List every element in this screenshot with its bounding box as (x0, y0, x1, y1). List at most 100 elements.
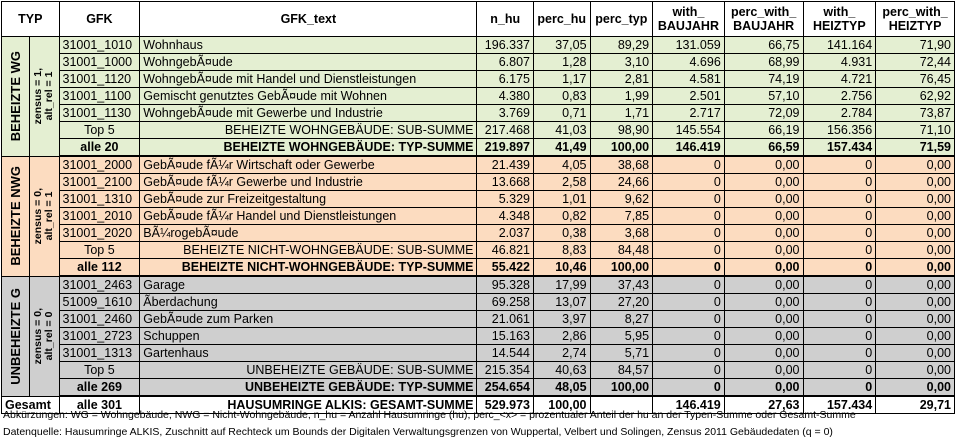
cell-perc-typ (589, 395, 654, 414)
cell-perc-hu: 0,83 (532, 87, 591, 105)
cell-perc-hu: 0,38 (532, 224, 591, 242)
cell-n-hu: 69.258 (476, 293, 534, 311)
cell-with-ht: 2.784 (802, 104, 877, 122)
cell-perc-ht: 29,71 (875, 395, 955, 414)
gfk-text: GebÃ¤ude fÃ¼r Gewerbe und Industrie (139, 173, 478, 191)
table-row: 31001_1100 Gemischt genutztes GebÃ¤ude mi… (2, 87, 955, 105)
cell-perc-typ: 7,85 (589, 207, 654, 225)
cell-perc-ht: 0,00 (875, 327, 955, 345)
cell-perc-hu: 41,03 (532, 121, 591, 139)
cell-n-hu: 4.348 (476, 207, 534, 225)
cell-perc-bj: 0,00 (723, 173, 804, 191)
cell-perc-hu: 2,86 (532, 327, 591, 345)
cell-with-ht: 0 (802, 344, 877, 362)
gfk-text: WohngebÃ¤ude mit Handel und Dienstleistu… (139, 70, 478, 88)
gfk-code: 31001_2460 (58, 310, 141, 328)
total-text: HAUSUMRINGE ALKIS: GESAMT-SUMME (139, 395, 478, 414)
cell-perc-ht: 0,00 (875, 310, 955, 328)
cell-with-ht: 157.434 (802, 395, 877, 414)
cell-perc-bj: 68,99 (723, 53, 804, 71)
cell-perc-ht: 0,00 (875, 241, 955, 259)
cell-perc-ht: 71,90 (875, 36, 955, 54)
table-row: 31001_1313 Gartenhaus 14.544 2,74 5,71 0 0,00 0… (2, 344, 955, 362)
cell-perc-hu: 2,58 (532, 173, 591, 191)
cell-with-bj: 4.696 (652, 53, 725, 71)
cell-with-bj: 0 (652, 344, 725, 362)
subtotal-row: Top 5 UNBEHEIZTE GEBÄUDE: SUB-SUMME 215.35… (2, 361, 955, 379)
cell-perc-bj: 0,00 (723, 310, 804, 328)
cell-with-bj: 4.581 (652, 70, 725, 88)
gfk-code: 31001_2010 (58, 207, 141, 225)
table-row: 31001_2460 GebÃ¤ude zum Parken 21.061 3,97 8… (2, 310, 955, 328)
table-row: 31001_2020 BÃ¼rogebÃ¤ude 2.037 0,38 3,68 0 0,0… (2, 224, 955, 242)
cell-with-bj: 0 (652, 275, 725, 294)
cell-perc-bj: 66,19 (723, 121, 804, 139)
cell-with-bj: 0 (652, 173, 725, 191)
cell-n-hu: 217.468 (476, 121, 534, 139)
cell-n-hu: 6.175 (476, 70, 534, 88)
summary-label: alle 112 (58, 258, 141, 277)
cell-with-bj: 146.419 (652, 138, 725, 157)
cell-perc-typ: 100,00 (589, 258, 654, 277)
cell-perc-hu: 10,46 (532, 258, 591, 277)
cell-perc-typ: 1,99 (589, 87, 654, 105)
gfk-code: 31001_1100 (58, 87, 141, 105)
header-perc-with-baujahr: perc_with_ BAUJAHR (723, 1, 804, 37)
cell-n-hu: 196.337 (476, 36, 534, 54)
cell-perc-typ: 3,68 (589, 224, 654, 242)
cell-perc-typ: 84,48 (589, 241, 654, 259)
grand-total-row: Gesamt alle 301 HAUSUMRINGE ALKIS: GESAMT-… (1, 395, 955, 414)
gfk-text: GebÃ¤ude fÃ¼r Handel und Dienstleistunge… (139, 207, 478, 225)
cell-with-bj: 0 (652, 241, 725, 259)
gfk-code: 31001_2723 (58, 327, 141, 345)
cell-perc-hu: 4,05 (532, 155, 591, 174)
table-row: BEHEIZTE WG zensus = 1, alt_rel = 1 31001_1… (0, 36, 955, 157)
gfk-text: Gemischt genutztes GebÃ¤ude mit Wohnen (139, 87, 478, 105)
cell-perc-hu: 1,28 (532, 53, 591, 71)
group-criteria-unbeheizt: zensus = 0, alt_rel = 0 (29, 275, 60, 397)
cell-n-hu: 219.897 (476, 138, 534, 157)
cell-perc-bj: 0,00 (723, 378, 804, 397)
cell-perc-ht: 62,92 (875, 87, 955, 105)
table-row: BEHEIZTE NWG zensus = 0, alt_rel = 1 31001_… (0, 155, 955, 277)
group-criteria-wg: zensus = 1, alt_rel = 1 (29, 36, 60, 157)
cell-with-bj: 0 (652, 310, 725, 328)
abbreviations-note: Abkürzungen: WG = Wohngebäude, NWG = Nic… (3, 409, 856, 421)
cell-with-bj: 0 (652, 378, 725, 397)
cell-n-hu: 529.973 (476, 395, 534, 414)
cell-perc-ht: 71,59 (875, 138, 955, 157)
cell-perc-hu: 41,49 (532, 138, 591, 157)
summary-text: BEHEIZTE NICHT-WOHNGEBÄUDE: TYP-SUMME (139, 258, 478, 277)
summary-label: alle 20 (58, 138, 141, 157)
cell-with-ht: 0 (802, 293, 877, 311)
cell-perc-ht: 0,00 (875, 275, 955, 294)
cell-with-bj: 0 (652, 190, 725, 208)
cell-with-ht: 0 (802, 378, 877, 397)
cell-perc-hu: 100,00 (532, 395, 591, 414)
summary-text: BEHEIZTE NICHT-WOHNGEBÄUDE: SUB-SUMME (139, 241, 478, 259)
summary-label: Top 5 (58, 361, 141, 379)
gfk-code: 31001_2000 (58, 155, 141, 174)
gfk-text: BÃ¼rogebÃ¤ude (139, 224, 478, 242)
cell-n-hu: 46.821 (476, 241, 534, 259)
cell-with-ht: 2.756 (802, 87, 877, 105)
cell-with-ht: 0 (802, 327, 877, 345)
table-row: 31001_2010 GebÃ¤ude fÃ¼r Handel und Diens… (2, 207, 955, 225)
cell-with-ht: 0 (802, 275, 877, 294)
gfk-text: WohngebÃ¤ude (139, 53, 478, 71)
data-source-note: Datenquelle: Hausumringe ALKIS, Zuschnit… (3, 426, 833, 438)
gfk-code: 31001_1120 (58, 70, 141, 88)
table-row: 51009_1610 Ãberdachung 69.258 13,07 27,20 0 0,… (2, 293, 955, 311)
cell-with-ht: 0 (802, 241, 877, 259)
header-perc-hu: perc_hu (532, 1, 591, 37)
cell-with-ht: 0 (802, 173, 877, 191)
gfk-text: Schuppen (139, 327, 478, 345)
cell-with-ht: 0 (802, 224, 877, 242)
cell-perc-bj: 66,59 (723, 138, 804, 157)
cell-perc-hu: 0,71 (532, 104, 591, 122)
cell-n-hu: 21.061 (476, 310, 534, 328)
gfk-text: Gartenhaus (139, 344, 478, 362)
typ-total-row: alle 269 UNBEHEIZTE GEBÄUDE: TYP-SUMME 254… (2, 378, 955, 397)
table-row: 31001_2723 Schuppen 15.163 2,86 5,95 0 0,00 0 0,… (2, 327, 955, 345)
